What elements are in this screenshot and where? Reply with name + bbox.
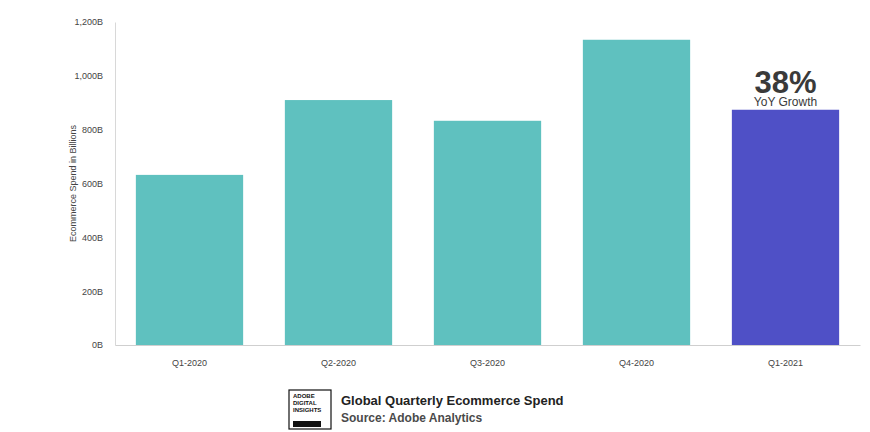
y-tick: 400B bbox=[82, 233, 115, 243]
chart: 0B 200B 400B 600B 800B 1,000B 1,200B Q1-2020 Q2-… bbox=[0, 0, 870, 432]
y-tick-label: 1,000B bbox=[74, 71, 103, 81]
logo: ADOBEDIGITALINSIGHTS bbox=[289, 390, 331, 429]
bar bbox=[136, 175, 243, 345]
y-axis-title: Ecommerce Spend in Billions bbox=[68, 124, 78, 242]
y-tick-label: 1,200B bbox=[74, 17, 103, 27]
logo-text: ADOBE bbox=[293, 393, 315, 399]
bar bbox=[285, 100, 392, 345]
y-tick: 1,200B bbox=[74, 17, 115, 27]
y-tick-label: 0B bbox=[92, 340, 103, 350]
x-tick: Q1-2020 bbox=[172, 345, 207, 368]
y-tick: 1,000B bbox=[74, 71, 115, 81]
x-tick: Q1-2021 bbox=[768, 345, 803, 368]
y-tick-label: 200B bbox=[82, 287, 103, 297]
logo-text: DIGITAL bbox=[293, 400, 317, 406]
annotation: YoY Growth bbox=[754, 95, 817, 109]
bars bbox=[136, 40, 839, 345]
y-tick: 200B bbox=[82, 287, 115, 297]
y-tick-label: 400B bbox=[82, 233, 103, 243]
y-axis-line bbox=[115, 23, 116, 346]
logo-strip bbox=[293, 421, 321, 427]
x-tick: Q3-2020 bbox=[470, 345, 505, 368]
bar bbox=[434, 121, 541, 345]
logo-text: INSIGHTS bbox=[293, 407, 321, 413]
subtitle: Source: Adobe Analytics bbox=[341, 411, 482, 425]
bar bbox=[732, 110, 839, 345]
y-tick: 800B bbox=[82, 125, 115, 135]
y-tick: 600B bbox=[82, 179, 115, 189]
x-tick-label: Q4-2020 bbox=[619, 358, 654, 368]
title: Global Quarterly Ecommerce Spend bbox=[341, 393, 564, 408]
y-axis: 0B 200B 400B 600B 800B 1,000B 1,200B bbox=[74, 17, 115, 350]
bar bbox=[583, 40, 690, 345]
logo-box bbox=[289, 390, 331, 429]
x-axis-line bbox=[116, 345, 861, 346]
x-tick: Q4-2020 bbox=[619, 345, 654, 368]
x-tick: Q2-2020 bbox=[321, 345, 356, 368]
x-tick-label: Q1-2021 bbox=[768, 358, 803, 368]
y-tick: 0B bbox=[92, 340, 115, 350]
y-tick-label: 800B bbox=[82, 125, 103, 135]
x-tick-label: Q3-2020 bbox=[470, 358, 505, 368]
x-tick-label: Q1-2020 bbox=[172, 358, 207, 368]
y-tick-label: 600B bbox=[82, 179, 103, 189]
x-axis: Q1-2020 Q2-2020 Q3-2020 Q4-2020 Q1-2021 bbox=[116, 345, 861, 368]
x-tick-label: Q2-2020 bbox=[321, 358, 356, 368]
